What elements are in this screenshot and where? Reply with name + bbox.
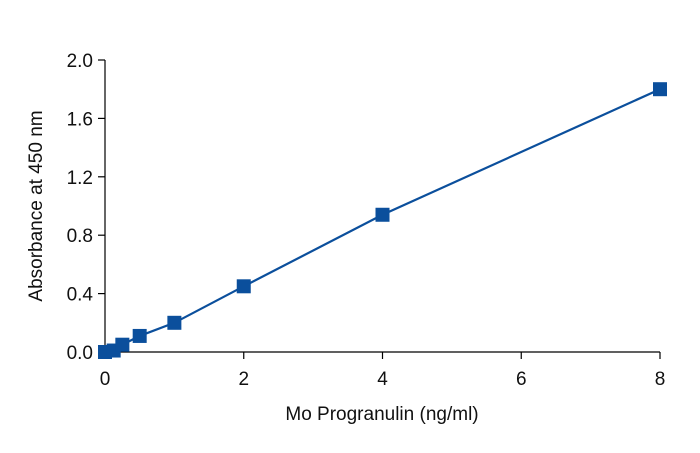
data-point [115, 337, 130, 352]
plot-area: 0.0 0.4 0.8 1.2 1.6 2.0 0 2 4 6 8 [67, 51, 667, 390]
x-axis-title: Mo Progranulin (ng/ml) [285, 404, 478, 425]
y-tick-label: 0.0 [67, 343, 93, 364]
data-point [375, 207, 390, 222]
x-tick-label: 2 [238, 369, 249, 390]
data-point [236, 279, 251, 294]
x-tick-label: 6 [516, 369, 527, 390]
y-axis-title: Absorbance at 450 nm [26, 110, 47, 301]
y-tick-label: 2.0 [67, 51, 93, 72]
y-tick-label: 1.2 [67, 168, 93, 189]
data-point [132, 328, 147, 343]
y-tick-label: 0.4 [67, 285, 94, 306]
series-layer [98, 82, 667, 359]
x-tick-label: 0 [100, 369, 111, 390]
x-tick-label: 4 [377, 369, 388, 390]
data-point [167, 315, 182, 330]
y-ticks: 0.0 0.4 0.8 1.2 1.6 2.0 [67, 51, 105, 364]
y-tick-label: 1.6 [67, 109, 93, 130]
x-ticks: 0 2 4 6 8 [100, 352, 666, 390]
x-tick-label: 8 [655, 369, 666, 390]
y-tick-label: 0.8 [67, 226, 93, 247]
data-point [653, 82, 667, 97]
